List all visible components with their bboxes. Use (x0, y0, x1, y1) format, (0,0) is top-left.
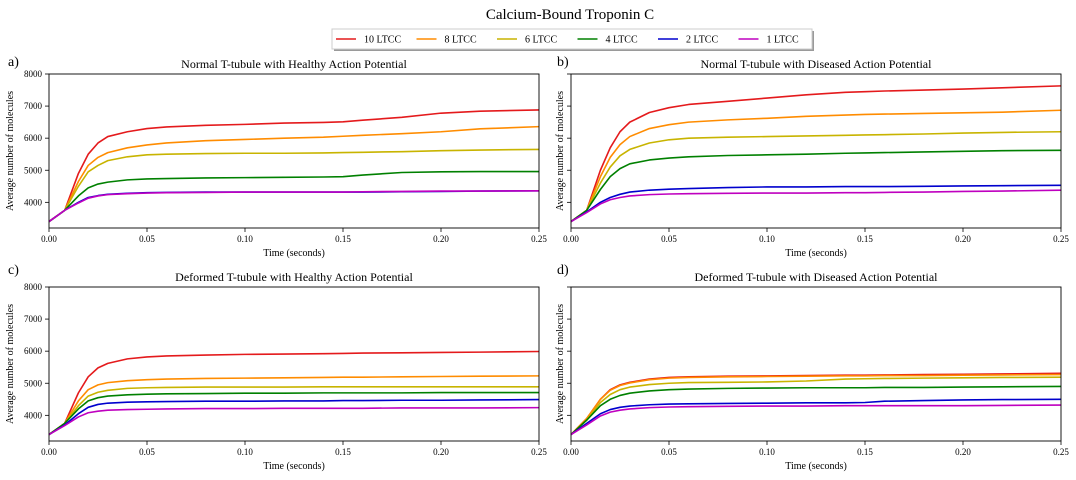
series-line (570, 376, 1062, 436)
axes-frame (570, 73, 1062, 229)
chart-panel: a) Normal T-tubule with Healthy Action Po… (5, 55, 547, 259)
series-line (570, 404, 1062, 436)
series-line (570, 373, 1062, 436)
y-tick-label: 6000 (24, 346, 43, 356)
y-tick-label: 8000 (24, 69, 43, 79)
legend-entry-label: 4 LTCC (606, 35, 638, 46)
series-line (570, 184, 1062, 223)
y-axis-label: Average number of molecules (555, 304, 566, 424)
x-tick-label: 0.20 (433, 234, 449, 244)
legend-entry-label: 1 LTCC (767, 35, 799, 46)
x-tick-label: 0.15 (857, 447, 873, 457)
panel-title: Deformed T-tubule with Healthy Action Po… (175, 270, 413, 284)
series-line (570, 130, 1062, 223)
y-tick-label: 4000 (24, 197, 43, 207)
x-tick-label: 0.25 (531, 234, 547, 244)
series-line (570, 189, 1062, 223)
y-axis-label: Average number of molecules (5, 91, 16, 211)
y-tick-label: 5000 (24, 378, 43, 388)
x-axis-label: Time (seconds) (785, 248, 847, 259)
series-line (570, 385, 1062, 436)
x-axis-label: Time (seconds) (263, 248, 325, 259)
series-line (48, 350, 540, 436)
y-tick-label: 8000 (24, 282, 43, 292)
y-tick-label: 4000 (24, 410, 43, 420)
x-tick-label: 0.00 (41, 234, 57, 244)
series-line (570, 398, 1062, 436)
y-tick-label: 7000 (24, 101, 43, 111)
plot-area (48, 350, 540, 436)
x-tick-label: 0.00 (41, 447, 57, 457)
series-line (48, 398, 540, 436)
x-tick-label: 0.20 (433, 447, 449, 457)
x-tick-label: 0.10 (759, 234, 775, 244)
y-tick-label: 5000 (24, 165, 43, 175)
y-axis-label: Average number of molecules (555, 91, 566, 211)
x-tick-label: 0.20 (955, 234, 971, 244)
plot-area (48, 109, 540, 223)
panel-title: Normal T-tubule with Diseased Action Pot… (701, 57, 933, 71)
series-line (48, 189, 540, 223)
panel-title: Deformed T-tubule with Diseased Action P… (695, 270, 939, 284)
figure-title: Calcium-Bound Troponin C (486, 7, 654, 23)
x-tick-label: 0.00 (563, 447, 579, 457)
chart-panel: d) Deformed T-tubule with Diseased Action… (555, 263, 1069, 472)
panel-label: b) (557, 55, 569, 70)
x-tick-label: 0.05 (139, 447, 155, 457)
series-line (48, 406, 540, 436)
x-axis-label: Time (seconds) (785, 461, 847, 472)
series-line (48, 391, 539, 436)
chart-panel: b) Normal T-tubule with Diseased Action P… (555, 55, 1069, 259)
y-axis-label: Average number of molecules (5, 304, 16, 424)
series-line (570, 85, 1062, 223)
x-tick-label: 0.20 (955, 447, 971, 457)
legend-frame (331, 28, 813, 50)
axes-frame (48, 286, 540, 442)
chart-panels: a) Normal T-tubule with Healthy Action Po… (5, 55, 1069, 472)
legend-entry-label: 8 LTCC (445, 35, 477, 46)
x-tick-label: 0.05 (139, 234, 155, 244)
legend-entry-label: 2 LTCC (686, 35, 718, 46)
x-tick-label: 0.25 (1053, 234, 1069, 244)
series-line (48, 385, 539, 436)
legend: 10 LTCC 8 LTCC 6 LTCC 4 LTCC 2 LTCC 1 LTCC (331, 28, 814, 51)
axes-frame (48, 73, 540, 229)
x-tick-label: 0.10 (237, 234, 253, 244)
x-tick-label: 0.25 (1053, 447, 1069, 457)
panel-title: Normal T-tubule with Healthy Action Pote… (181, 57, 407, 71)
x-axis-label: Time (seconds) (263, 461, 325, 472)
series-line (48, 109, 540, 223)
plot-area (570, 372, 1062, 436)
series-line (48, 189, 540, 223)
panel-label: c) (8, 263, 19, 278)
legend-entry-label: 10 LTCC (364, 35, 401, 46)
legend-entry-label: 6 LTCC (525, 35, 557, 46)
axes-frame (570, 286, 1062, 442)
series-line (570, 109, 1062, 223)
chart-panel: c) Deformed T-tubule with Healthy Action … (5, 263, 547, 472)
series-line (48, 148, 540, 223)
x-tick-label: 0.25 (531, 447, 547, 457)
series-line (48, 170, 539, 223)
plot-area (570, 85, 1062, 223)
y-tick-label: 7000 (24, 314, 43, 324)
series-line (48, 125, 540, 223)
x-tick-label: 0.15 (335, 447, 351, 457)
panel-label: a) (8, 55, 19, 70)
x-tick-label: 0.00 (563, 234, 579, 244)
x-tick-label: 0.05 (661, 447, 677, 457)
panel-label: d) (557, 263, 569, 278)
series-line (570, 372, 1062, 436)
x-tick-label: 0.15 (335, 234, 351, 244)
series-line (48, 375, 540, 436)
x-tick-label: 0.05 (661, 234, 677, 244)
y-tick-label: 6000 (24, 133, 43, 143)
x-tick-label: 0.10 (237, 447, 253, 457)
x-tick-label: 0.15 (857, 234, 873, 244)
series-line (570, 149, 1062, 223)
x-tick-label: 0.10 (759, 447, 775, 457)
